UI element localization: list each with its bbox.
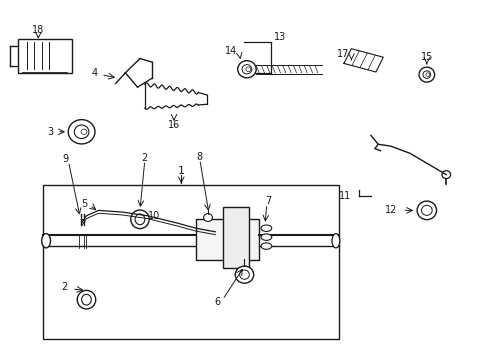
Ellipse shape — [237, 61, 256, 78]
Ellipse shape — [74, 125, 89, 139]
Ellipse shape — [68, 120, 95, 144]
Ellipse shape — [422, 71, 430, 78]
Text: 10: 10 — [148, 211, 161, 221]
Text: 1: 1 — [178, 166, 184, 176]
Text: 2: 2 — [61, 282, 67, 292]
Ellipse shape — [425, 73, 429, 76]
Ellipse shape — [77, 291, 96, 309]
Ellipse shape — [245, 67, 250, 72]
Ellipse shape — [441, 171, 450, 179]
Text: 9: 9 — [62, 154, 68, 163]
Text: 18: 18 — [32, 25, 44, 35]
Ellipse shape — [261, 225, 271, 231]
Text: 6: 6 — [214, 297, 221, 307]
Ellipse shape — [41, 234, 50, 248]
Ellipse shape — [416, 201, 436, 220]
Ellipse shape — [81, 129, 87, 134]
Bar — [19, 39, 72, 73]
Text: 2: 2 — [142, 153, 148, 163]
Ellipse shape — [130, 210, 149, 229]
Text: 4: 4 — [91, 68, 98, 78]
Ellipse shape — [261, 234, 271, 240]
Bar — [42, 185, 339, 339]
Text: 7: 7 — [264, 197, 270, 206]
Ellipse shape — [261, 243, 271, 249]
Ellipse shape — [239, 270, 249, 279]
Ellipse shape — [418, 67, 434, 82]
Ellipse shape — [81, 294, 91, 305]
Bar — [196, 219, 259, 260]
Ellipse shape — [331, 234, 339, 248]
Ellipse shape — [135, 214, 144, 225]
Text: 3: 3 — [48, 127, 54, 137]
Text: 8: 8 — [196, 152, 203, 162]
Text: 11: 11 — [339, 191, 351, 201]
Text: 16: 16 — [167, 120, 180, 130]
Text: 13: 13 — [273, 32, 285, 42]
Text: 5: 5 — [81, 199, 87, 209]
Text: 17: 17 — [336, 49, 348, 59]
Text: 15: 15 — [420, 53, 432, 63]
Ellipse shape — [203, 213, 212, 221]
Ellipse shape — [242, 64, 251, 74]
Ellipse shape — [421, 205, 431, 215]
Text: 14: 14 — [224, 46, 237, 57]
Bar — [222, 207, 249, 267]
Text: 12: 12 — [385, 205, 397, 215]
Ellipse shape — [235, 266, 253, 283]
